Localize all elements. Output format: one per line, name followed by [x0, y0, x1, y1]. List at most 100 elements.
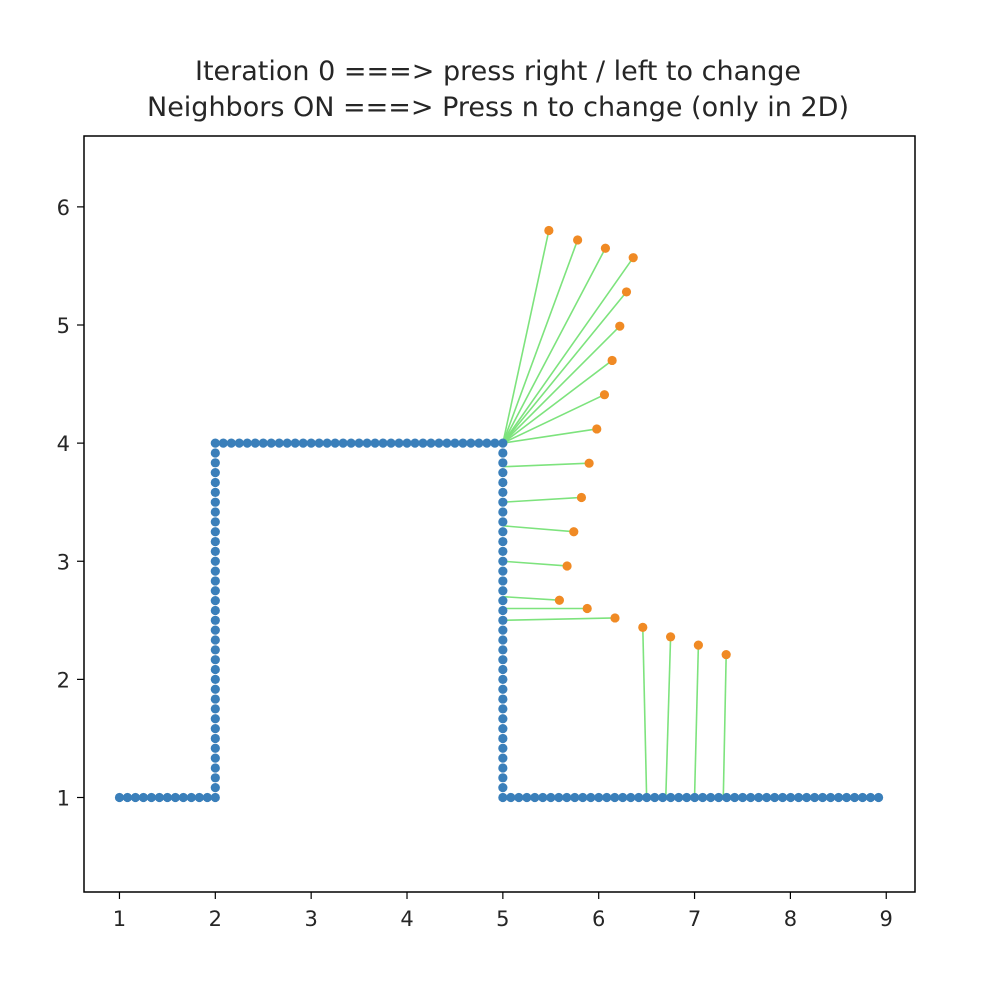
- y-axis: 1 2 3 4 5 6: [57, 196, 84, 811]
- domain-point: [514, 792, 524, 803]
- domain-point: [234, 438, 244, 448]
- domain-point: [698, 792, 708, 803]
- domain-point: [362, 438, 372, 448]
- domain-point: [226, 438, 236, 448]
- domain-point: [618, 792, 628, 803]
- domain-point: [498, 536, 508, 547]
- neighbor-point: [610, 613, 620, 623]
- domain-point: [594, 792, 604, 803]
- neighbor-line: [664, 636, 672, 798]
- domain-point: [242, 438, 252, 448]
- x-tick-label: 4: [400, 907, 413, 931]
- domain-point: [210, 477, 220, 488]
- neighbor-points: [544, 225, 731, 660]
- domain-point: [586, 792, 596, 803]
- domain-point: [482, 438, 492, 448]
- domain-point: [210, 527, 220, 537]
- neighbor-point: [544, 225, 554, 236]
- domain-point: [865, 792, 876, 803]
- neighbor-point: [576, 492, 587, 503]
- domain-point: [322, 438, 332, 448]
- domain-point: [658, 792, 668, 803]
- neighbor-point: [721, 649, 731, 660]
- neighbor-point: [599, 390, 610, 400]
- domain-point: [434, 438, 444, 448]
- neighbor-line: [502, 230, 550, 444]
- domain-point: [498, 733, 508, 744]
- domain-point: [642, 792, 652, 803]
- neighbor-line: [502, 257, 634, 444]
- domain-point: [210, 743, 220, 753]
- domain-point: [442, 438, 452, 448]
- domain-point: [634, 792, 644, 803]
- domain-point: [458, 438, 468, 448]
- domain-point: [498, 497, 508, 507]
- domain-point: [290, 438, 300, 448]
- domain-point: [498, 448, 508, 458]
- neighbor-line: [502, 239, 579, 444]
- domain-point: [530, 792, 540, 803]
- domain-point: [498, 507, 508, 517]
- domain-point: [162, 792, 172, 803]
- domain-point: [554, 792, 564, 803]
- domain-point: [138, 792, 149, 803]
- domain-point: [570, 792, 580, 803]
- domain-point: [114, 792, 125, 803]
- domain-point: [210, 773, 220, 783]
- neighbor-line: [502, 428, 597, 444]
- neighbor-point: [584, 458, 594, 468]
- domain-point: [210, 615, 220, 625]
- domain-point: [210, 733, 220, 744]
- domain-point: [770, 792, 780, 803]
- domain-point: [498, 743, 508, 753]
- chart-title-line-2: Neighbors ON ===> Press n to change (onl…: [147, 92, 849, 123]
- domain-point: [210, 536, 220, 547]
- domain-point: [498, 635, 508, 645]
- domain-point: [210, 684, 220, 694]
- domain-point: [498, 546, 508, 557]
- domain-point: [338, 438, 348, 448]
- chart-title-line-1: Iteration 0 ===> press right / left to c…: [195, 56, 801, 87]
- domain-point: [210, 596, 220, 606]
- neighbor-line: [502, 325, 621, 444]
- domain-point: [857, 792, 868, 803]
- domain-point: [690, 792, 700, 803]
- domain-point: [370, 438, 380, 448]
- y-tick-label: 6: [57, 196, 70, 220]
- domain-point: [378, 438, 388, 448]
- domain-point: [210, 487, 220, 497]
- domain-point: [666, 792, 676, 803]
- domain-point: [498, 664, 508, 675]
- neighbor-line: [502, 462, 590, 468]
- domain-point: [826, 792, 836, 803]
- domain-point: [810, 792, 820, 803]
- domain-point: [210, 605, 220, 616]
- domain-point: [250, 438, 260, 448]
- neighbor-line: [502, 291, 628, 444]
- domain-point: [506, 792, 516, 803]
- domain-point: [210, 517, 220, 527]
- domain-point: [194, 792, 204, 803]
- domain-point: [210, 664, 220, 675]
- neighbor-point: [693, 640, 703, 650]
- domain-point: [274, 438, 284, 448]
- domain-point: [122, 792, 133, 803]
- domain-point: [210, 763, 220, 773]
- neighbor-point: [562, 561, 572, 571]
- domain-point: [426, 438, 436, 448]
- domain-point: [218, 438, 228, 448]
- domain-point: [498, 576, 508, 586]
- domain-point: [410, 438, 420, 448]
- neighbor-point: [573, 235, 583, 245]
- domain-point: [210, 576, 220, 586]
- domain-point: [178, 792, 188, 803]
- x-tick-label: 8: [784, 907, 797, 931]
- domain-point: [498, 763, 508, 773]
- neighbor-point: [592, 424, 602, 434]
- domain-point: [842, 792, 852, 803]
- domain-point: [386, 438, 396, 448]
- domain-point: [498, 655, 508, 665]
- x-tick-label: 2: [209, 907, 222, 931]
- neighbor-line: [502, 247, 607, 444]
- domain-point: [210, 586, 220, 596]
